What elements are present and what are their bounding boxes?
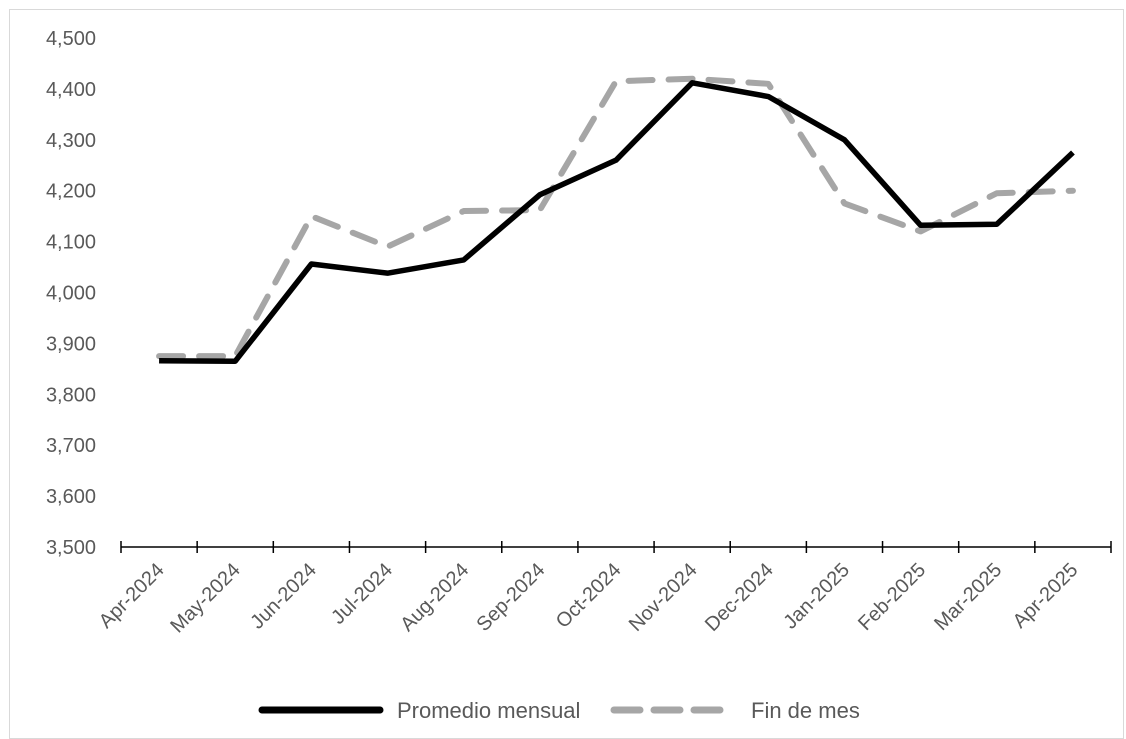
x-tick-label: Apr-2024 (95, 559, 169, 633)
x-tick-label: Jul-2024 (327, 559, 397, 629)
series-line-promedio-mensual (159, 80, 1075, 364)
y-tick-label: 4,100 (46, 232, 96, 254)
x-tick-label: Feb-2025 (854, 559, 930, 635)
y-tick-label: 4,200 (46, 181, 96, 203)
x-tick-label: Aug-2024 (396, 559, 473, 636)
legend: Promedio mensual Fin de mes (258, 698, 860, 723)
y-tick-label: 3,800 (46, 384, 96, 406)
y-tick-label: 4,500 (46, 28, 96, 50)
series-line-fin-de-mes (156, 75, 1076, 360)
x-tick-label: Jan-2025 (779, 559, 854, 634)
x-tick-label: Jun-2024 (246, 559, 321, 634)
y-tick-label: 3,700 (46, 435, 96, 457)
x-tick-label: Nov-2024 (625, 559, 702, 636)
y-tick-label: 4,400 (46, 79, 96, 101)
y-tick-label: 4,300 (46, 130, 96, 152)
legend-label-fin-de-mes: Fin de mes (751, 698, 860, 723)
x-tick-label: Apr-2025 (1009, 559, 1083, 633)
x-tick-label: Mar-2025 (930, 559, 1006, 635)
x-tick-label: Sep-2024 (472, 559, 549, 636)
x-tick-label: Oct-2024 (552, 559, 626, 633)
x-tick-label: May-2024 (166, 559, 244, 637)
y-tick-label: 4,000 (46, 283, 96, 305)
x-tick-label: Dec-2024 (701, 559, 778, 636)
y-axis: 3,500 3,600 3,700 3,800 3,900 4,000 4,100 4,200… (46, 28, 96, 559)
y-tick-label: 3,900 (46, 333, 96, 355)
legend-label-promedio-mensual: Promedio mensual (397, 698, 580, 723)
y-tick-label: 3,600 (46, 486, 96, 508)
y-tick-label: 3,500 (46, 537, 96, 559)
series-layer (156, 75, 1076, 364)
